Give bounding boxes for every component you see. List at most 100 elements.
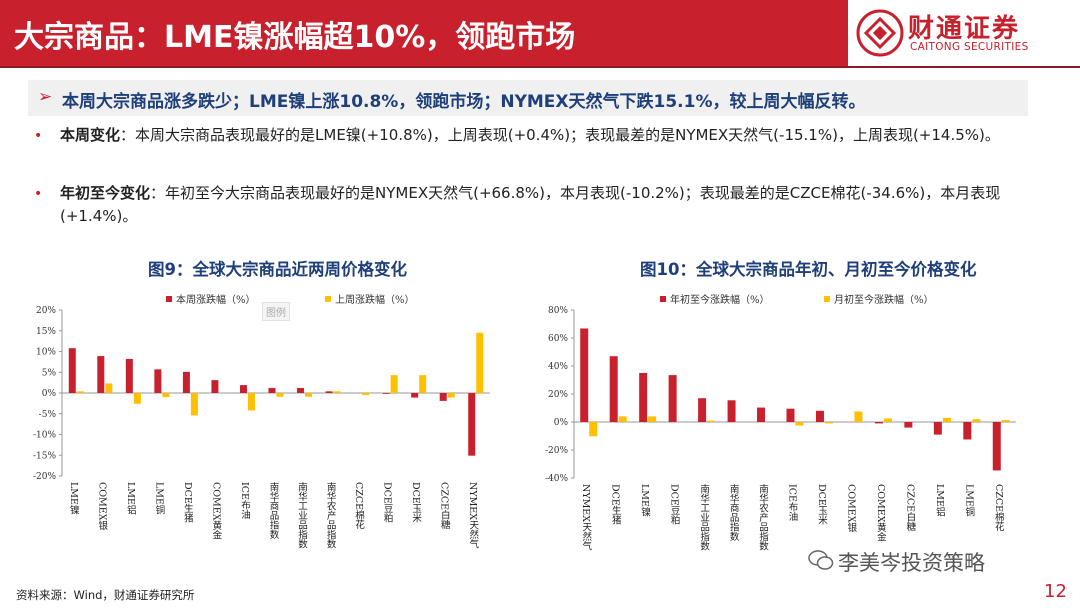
bar-series2 — [105, 383, 113, 393]
y-tick-label: 20% — [36, 306, 56, 316]
chart10-legend-ytd: 年初至今涨跌幅（%） — [660, 291, 770, 306]
bar-series1 — [268, 388, 276, 393]
bar-series1 — [757, 407, 766, 422]
y-tick-label: 0% — [42, 389, 57, 399]
category-label: COMEX银 — [96, 482, 108, 531]
category-label: ICE布油 — [239, 482, 251, 520]
y-tick-label: -10% — [33, 431, 56, 441]
category-label: LME镍 — [639, 484, 651, 517]
y-tick-label: -20% — [545, 446, 568, 456]
category-label: 南华商品指数 — [728, 483, 740, 542]
header-divider — [0, 66, 1080, 68]
bar-series1 — [239, 385, 247, 393]
y-tick-label: 40% — [548, 362, 568, 372]
category-label: 南华商品指数 — [268, 481, 280, 540]
bar-series2 — [362, 393, 370, 396]
category-label: CZCE白糖 — [904, 484, 916, 532]
summary-text: 本周大宗商品涨多跌少；LME镍上涨10.8%，领跑市场；NYMEX天然气下跌15… — [62, 92, 866, 112]
weekly-change-text: ：本周大宗商品表现最好的是LME镍(+10.8%)，上周表现(+0.4%)；表现… — [120, 126, 1000, 144]
page-number: 12 — [1044, 581, 1067, 602]
bar-series2 — [618, 416, 627, 422]
bar-series2 — [162, 393, 170, 398]
bar-series2 — [1001, 420, 1010, 422]
bar-series1 — [668, 375, 677, 422]
category-label: 南华农产品指数 — [757, 483, 769, 551]
ytd-change-text: ：年初至今大宗商品表现最好的是NYMEX天然气(+66.8%)，本月表现(-10… — [60, 184, 1001, 225]
category-label: LME镍 — [68, 482, 80, 515]
category-label: DCE生猪 — [182, 482, 194, 524]
bar-series1 — [68, 348, 76, 393]
ytd-change-label: 年初至今变化 — [60, 184, 151, 202]
category-label: DCE豆粕 — [382, 482, 394, 524]
category-label: LME铜 — [963, 484, 975, 517]
bar-series1 — [411, 393, 419, 398]
bar-series1 — [963, 422, 972, 440]
bar-series1 — [125, 358, 133, 393]
bar-series1 — [727, 400, 736, 422]
legend-swatch-yellow — [824, 296, 830, 302]
bar-series2 — [133, 393, 141, 404]
weekly-change-paragraph: 本周变化：本周大宗商品表现最好的是LME镍(+10.8%)，上周表现(+0.4%… — [60, 124, 1030, 147]
category-label: CZCE白糖 — [439, 482, 451, 530]
category-label: COMEX银 — [845, 484, 857, 533]
y-tick-label: 10% — [36, 348, 56, 358]
logo-name-en: CAITONG SECURITIES — [910, 41, 1029, 53]
chart9-plot: 20% 15% 10% 5% 0% -5% -10% -15% -20% LME镍 COMEX银 LM… — [33, 306, 490, 549]
legend-label: 上周涨跌幅（%） — [335, 295, 415, 306]
wechat-icon — [808, 550, 834, 570]
bar-series2 — [476, 332, 484, 393]
category-label: LME铜 — [153, 482, 165, 515]
legend-label: 年初至今涨跌幅（%） — [670, 295, 770, 306]
category-label: LME铝 — [934, 484, 946, 517]
category-label: 南华农产品指数 — [325, 481, 337, 549]
bar-series2 — [883, 418, 892, 422]
bullet-marker: • — [34, 186, 43, 202]
bar-series2 — [247, 393, 255, 411]
y-tick-label: -15% — [33, 451, 56, 461]
legend-swatch-red — [660, 296, 666, 302]
legend-tooltip: 图例 — [262, 302, 290, 321]
logo-name-cn: 财通证券 — [908, 14, 1021, 44]
bar-series1 — [933, 422, 942, 435]
bar-series1 — [904, 422, 913, 428]
category-label: DCE生猪 — [610, 484, 622, 526]
arrow-icon: ➢ — [38, 87, 53, 107]
category-label: DCE豆粕 — [669, 484, 681, 526]
category-label: CZCE棉花 — [993, 484, 1005, 532]
bar-series1 — [211, 380, 219, 393]
bar-series1 — [698, 398, 707, 422]
bar-series2 — [795, 422, 804, 426]
category-label: NYMEX天然气 — [580, 484, 592, 551]
bar-series1 — [325, 391, 333, 393]
category-label: DCE玉米 — [816, 484, 828, 526]
logo-emblem-icon — [856, 9, 904, 57]
bar-series1 — [182, 371, 190, 393]
ytd-change-paragraph: 年初至今变化：年初至今大宗商品表现最好的是NYMEX天然气(+66.8%)，本月… — [60, 182, 1030, 228]
category-label: ICE布油 — [787, 484, 799, 522]
bar-series2 — [76, 391, 84, 393]
legend-label: 本周涨跌幅（%） — [176, 295, 256, 306]
y-tick-label: 15% — [36, 327, 56, 337]
category-label: COMEX黄金 — [210, 482, 222, 539]
y-tick-label: -5% — [39, 410, 57, 420]
page-title: 大宗商品：LME镍涨幅超10%，领跑市场 — [14, 20, 576, 55]
bar-series2 — [333, 391, 341, 393]
bar-series2 — [707, 420, 716, 422]
header-bar: 大宗商品：LME镍涨幅超10%，领跑市场 财通证券 CAITONG SECURI… — [0, 0, 1080, 66]
bar-series1 — [297, 388, 305, 393]
bar-series1 — [639, 373, 648, 422]
category-label: 南华工业品指数 — [296, 481, 308, 549]
y-tick-label: -40% — [545, 474, 568, 484]
category-label: CZCE棉花 — [353, 482, 365, 530]
bar-series2 — [190, 393, 198, 416]
bar-series1 — [382, 393, 390, 394]
bar-series1 — [439, 393, 447, 401]
category-label: NYMEX天然气 — [467, 482, 479, 549]
chart10-title: 图10：全球大宗商品年初、月初至今价格变化 — [640, 260, 977, 279]
chart9-legend-this-week: 本周涨跌幅（%） — [166, 291, 256, 306]
bar-series2 — [305, 393, 313, 397]
bar-series2 — [824, 422, 833, 424]
bar-series1 — [609, 356, 618, 422]
chart10-plot: 80% 60% 40% 20% 0% -20% -40% NYMEX天然气 DCE生猪 LME镍 D… — [545, 306, 1016, 551]
bullet-marker: • — [34, 128, 43, 144]
